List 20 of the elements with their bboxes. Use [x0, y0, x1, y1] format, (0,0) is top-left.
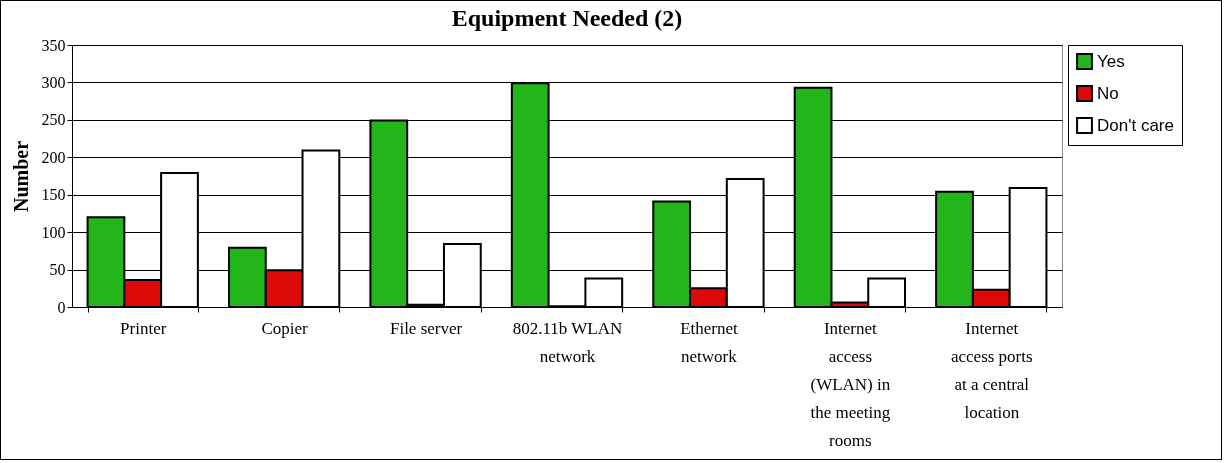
legend-label: Yes: [1097, 51, 1125, 71]
y-tick-label: 300: [41, 73, 66, 91]
y-tick-label: 0: [57, 298, 66, 316]
x-tick-label: Copier: [261, 318, 309, 338]
legend-label: Don't care: [1097, 115, 1174, 135]
y-tick-label: 100: [41, 223, 66, 241]
y-tick-label: 350: [41, 36, 66, 54]
x-tick-label: 802.11b WLAN network: [512, 318, 623, 366]
x-tick-label: Internet access (WLAN) in the meeting rooms: [810, 318, 891, 450]
y-tick-label: 200: [41, 148, 66, 166]
x-tick-label: File server: [389, 318, 463, 338]
y-tick-label: 250: [41, 111, 66, 129]
y-tick-label: 50: [49, 261, 66, 279]
chart-title: Equipment Needed (2): [451, 5, 683, 31]
legend-label: No: [1097, 83, 1119, 103]
y-axis-title: Number: [9, 140, 32, 213]
y-tick-label: 150: [41, 186, 66, 204]
x-tick-label: Ethernet network: [680, 318, 738, 366]
x-tick-label: Printer: [120, 318, 167, 338]
x-tick-label: Internet access ports at a central location: [950, 318, 1033, 422]
